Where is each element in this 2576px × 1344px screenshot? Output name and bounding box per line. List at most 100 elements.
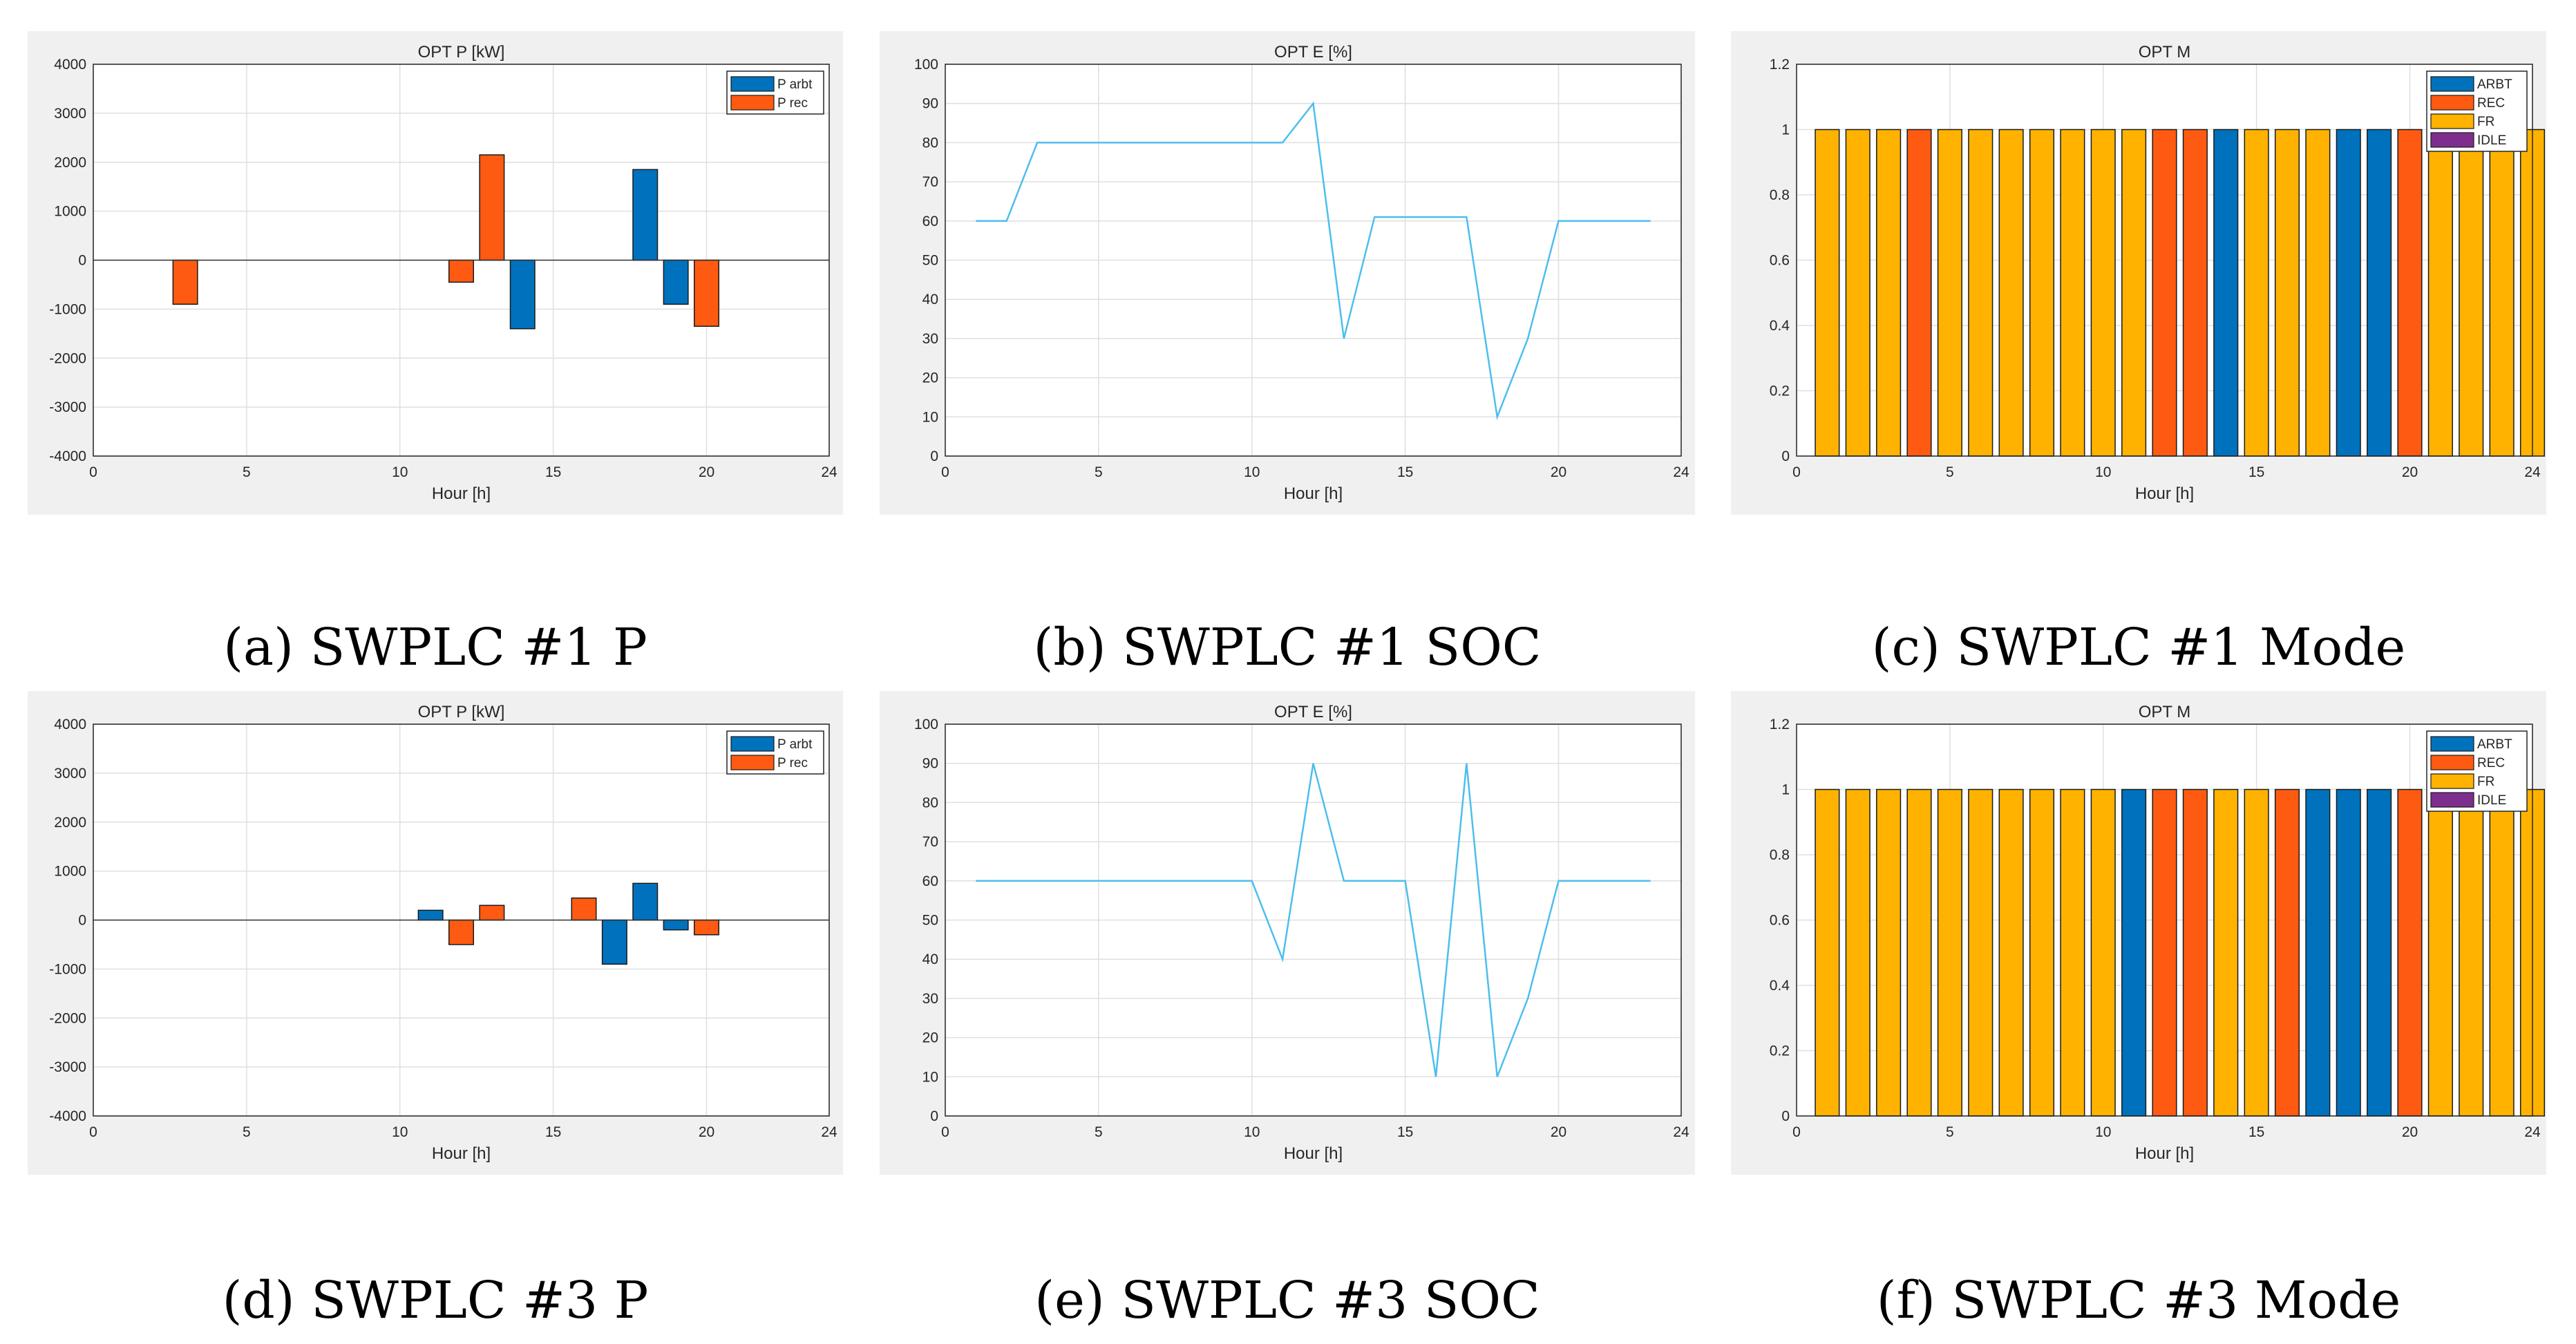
x-axis-label: Hour [h] (432, 484, 491, 503)
x-tick-label: 24 (821, 464, 837, 480)
x-tick-label: 24 (2524, 1124, 2541, 1140)
bar-mode-fr (2060, 129, 2085, 457)
legend-label: FR (2477, 115, 2494, 129)
chart-title: OPT M (2139, 43, 2191, 61)
y-tick-label: 30 (922, 991, 938, 1007)
x-tick-label: 15 (2248, 1124, 2264, 1140)
caption-b: (b) SWPLC #1 SOC (1033, 618, 1542, 677)
bar-mode-fr (2274, 129, 2300, 457)
legend-swatch (2430, 792, 2474, 808)
chart-panel-d: 0 5 10 15 20 24 -4000 -3000 -2000 -1000 0 1000 2000 3… (28, 691, 843, 1175)
bar-mode-fr (2244, 129, 2269, 457)
y-tick-label: 1 (1781, 122, 1790, 138)
y-tick-label: 50 (922, 913, 938, 929)
y-tick-label: 0.6 (1770, 253, 1790, 269)
bar-mode-fr (1968, 788, 1993, 1117)
x-tick-label: 5 (1946, 1124, 1954, 1140)
axes-box (945, 64, 1682, 457)
line-series (976, 763, 1651, 1077)
y-tick-label: 20 (922, 1030, 938, 1046)
x-tick-label: 20 (2402, 464, 2418, 480)
y-tick-label: 0.4 (1770, 978, 1790, 994)
x-tick-label: 20 (1551, 464, 1566, 480)
y-tick-label: 0.8 (1770, 847, 1790, 863)
axes-box (945, 723, 1682, 1117)
y-tick-label: -1000 (49, 301, 86, 317)
bar-mode-fr (1876, 129, 1902, 457)
x-axis-label: Hour [h] (432, 1144, 491, 1163)
y-tick-label: 60 (922, 873, 938, 889)
y-tick-label: 3000 (54, 766, 86, 782)
chart-title: OPT E [%] (1274, 43, 1352, 61)
chart-panel-e: 0 5 10 15 20 24 0 10 20 30 40 50 60 70 80 90 100 OPT E [%… (880, 691, 1695, 1175)
y-tick-label: 0.2 (1770, 1043, 1790, 1059)
y-tick-label: 1 (1781, 782, 1790, 798)
bar-mode-fr (2459, 129, 2484, 457)
y-tick-label: 0 (78, 913, 86, 929)
bar-mode-fr (2459, 788, 2484, 1117)
bar-P-arbt (632, 169, 659, 261)
y-tick-label: 0.2 (1770, 384, 1790, 399)
chart-title: OPT P [kW] (418, 43, 505, 61)
bar-mode-arbt (2121, 788, 2147, 1117)
bar-mode-fr (1906, 788, 1932, 1117)
bar-mode-fr (2029, 788, 2055, 1117)
caption-c: (c) SWPLC #1 Mode (1871, 618, 2406, 677)
chart-panel-f: 0 5 10 15 20 24 0 0.2 0.4 0.6 0.8 1 1.2 OPT M Hour [h]… (1731, 691, 2546, 1175)
caption-d: (d) SWPLC #3 P (222, 1271, 649, 1330)
bar-mode-arbt (2305, 788, 2331, 1117)
x-tick-label: 10 (1244, 464, 1260, 480)
chart-panel-c: 0 5 10 15 20 24 0 0.2 0.4 0.6 0.8 1 1.2 OPT M Hour [h]… (1731, 31, 2546, 515)
bar-mode-fr (2489, 129, 2515, 457)
legend-label: IDLE (2477, 133, 2506, 148)
bar-mode-fr (2489, 788, 2515, 1117)
chart-title: OPT P [kW] (418, 703, 505, 721)
x-tick-label: 20 (1551, 1124, 1566, 1140)
x-tick-label: 15 (1397, 464, 1413, 480)
bar-mode-fr (2029, 129, 2055, 457)
y-tick-label: 3000 (54, 106, 86, 122)
y-tick-label: 10 (922, 409, 938, 425)
bar-mode-fr (2427, 129, 2453, 457)
chart-f: 0 5 10 15 20 24 0 0.2 0.4 0.6 0.8 1 1.2 OPT M Hour [h]… (1770, 703, 2546, 1163)
x-tick-label: 24 (2524, 464, 2541, 480)
legend-label: P arbt (777, 77, 813, 92)
legend-label: P rec (777, 96, 808, 111)
x-tick-label: 10 (392, 464, 408, 480)
y-tick-label: 2000 (54, 815, 86, 831)
x-axis-label: Hour [h] (1284, 1144, 1343, 1163)
legend-swatch (2430, 76, 2474, 92)
y-tick-label: -2000 (49, 350, 86, 366)
axes-box (93, 64, 830, 457)
bar-P-arbt (601, 919, 627, 965)
bar-P-arbt (417, 909, 444, 921)
y-tick-label: -4000 (49, 1108, 86, 1124)
x-tick-label: 0 (941, 1124, 949, 1140)
x-tick-label: 5 (1946, 464, 1954, 480)
x-tick-label: 24 (1673, 464, 1689, 480)
x-tick-label: 5 (243, 1124, 251, 1140)
x-tick-label: 15 (2248, 464, 2264, 480)
caption-e: (e) SWPLC #3 SOC (1034, 1271, 1540, 1330)
bar-mode-fr (2090, 129, 2116, 457)
legend-label: P rec (777, 756, 808, 770)
axes-box (1796, 64, 2533, 457)
bar-P-rec (172, 259, 198, 305)
y-tick-label: 80 (922, 795, 938, 811)
bar-mode-rec (2274, 788, 2300, 1117)
y-tick-label: 0 (1781, 1108, 1790, 1124)
y-tick-label: 1000 (54, 864, 86, 880)
y-tick-label: 0 (930, 448, 938, 464)
bar-mode-fr (1968, 129, 1993, 457)
x-axis-label: Hour [h] (2135, 484, 2194, 503)
legend-label: P arbt (777, 737, 813, 752)
x-tick-label: 5 (1095, 464, 1103, 480)
x-tick-label: 10 (2095, 1124, 2111, 1140)
caption-a: (a) SWPLC #1 P (223, 618, 647, 677)
y-tick-label: -3000 (49, 399, 86, 415)
y-tick-label: -2000 (49, 1010, 86, 1026)
bar-mode-arbt (2336, 129, 2361, 457)
bar-mode-fr (2090, 788, 2116, 1117)
bar-mode-fr (1845, 129, 1871, 457)
bar-mode-arbt (2367, 129, 2392, 457)
